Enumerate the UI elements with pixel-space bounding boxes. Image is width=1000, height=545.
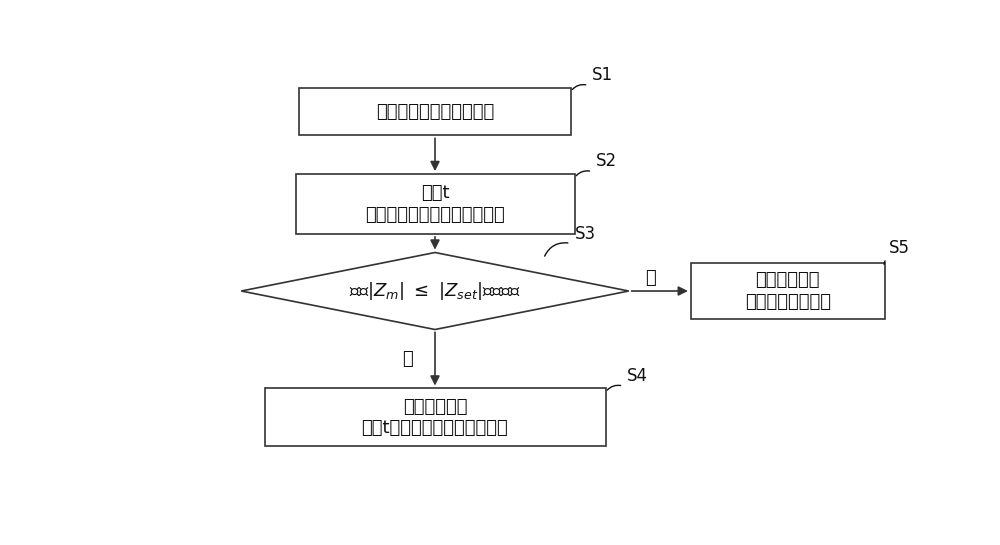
Text: 不动作的信号: 不动作的信号: [755, 271, 820, 289]
Bar: [691, 263, 885, 319]
Text: S5: S5: [888, 239, 909, 257]
Text: 器动作的信号: 器动作的信号: [403, 398, 467, 416]
Text: S4: S4: [627, 367, 648, 385]
Bar: [264, 389, 606, 446]
Text: S3: S3: [574, 225, 596, 243]
Bar: [296, 174, 574, 234]
Text: 生成使距离继电器: 生成使距离继电器: [745, 293, 831, 311]
Text: 分别计算测量阻抗和动作延时: 分别计算测量阻抗和动作延时: [365, 205, 505, 223]
Bar: [299, 88, 571, 136]
Text: 否: 否: [645, 269, 656, 287]
Polygon shape: [241, 252, 629, 330]
Text: 是: 是: [402, 350, 413, 368]
Text: 获取测量电压和测量电流: 获取测量电压和测量电流: [376, 102, 494, 120]
Text: 延时t时长后生成使全阻抗继电: 延时t时长后生成使全阻抗继电: [362, 419, 508, 437]
Text: S2: S2: [596, 152, 617, 170]
Text: 判断$|Z_m|\ \leq\ |Z_{set}|$是否成立: 判断$|Z_m|\ \leq\ |Z_{set}|$是否成立: [349, 280, 521, 302]
Text: 时长t: 时长t: [421, 185, 449, 203]
Text: S1: S1: [592, 66, 613, 84]
